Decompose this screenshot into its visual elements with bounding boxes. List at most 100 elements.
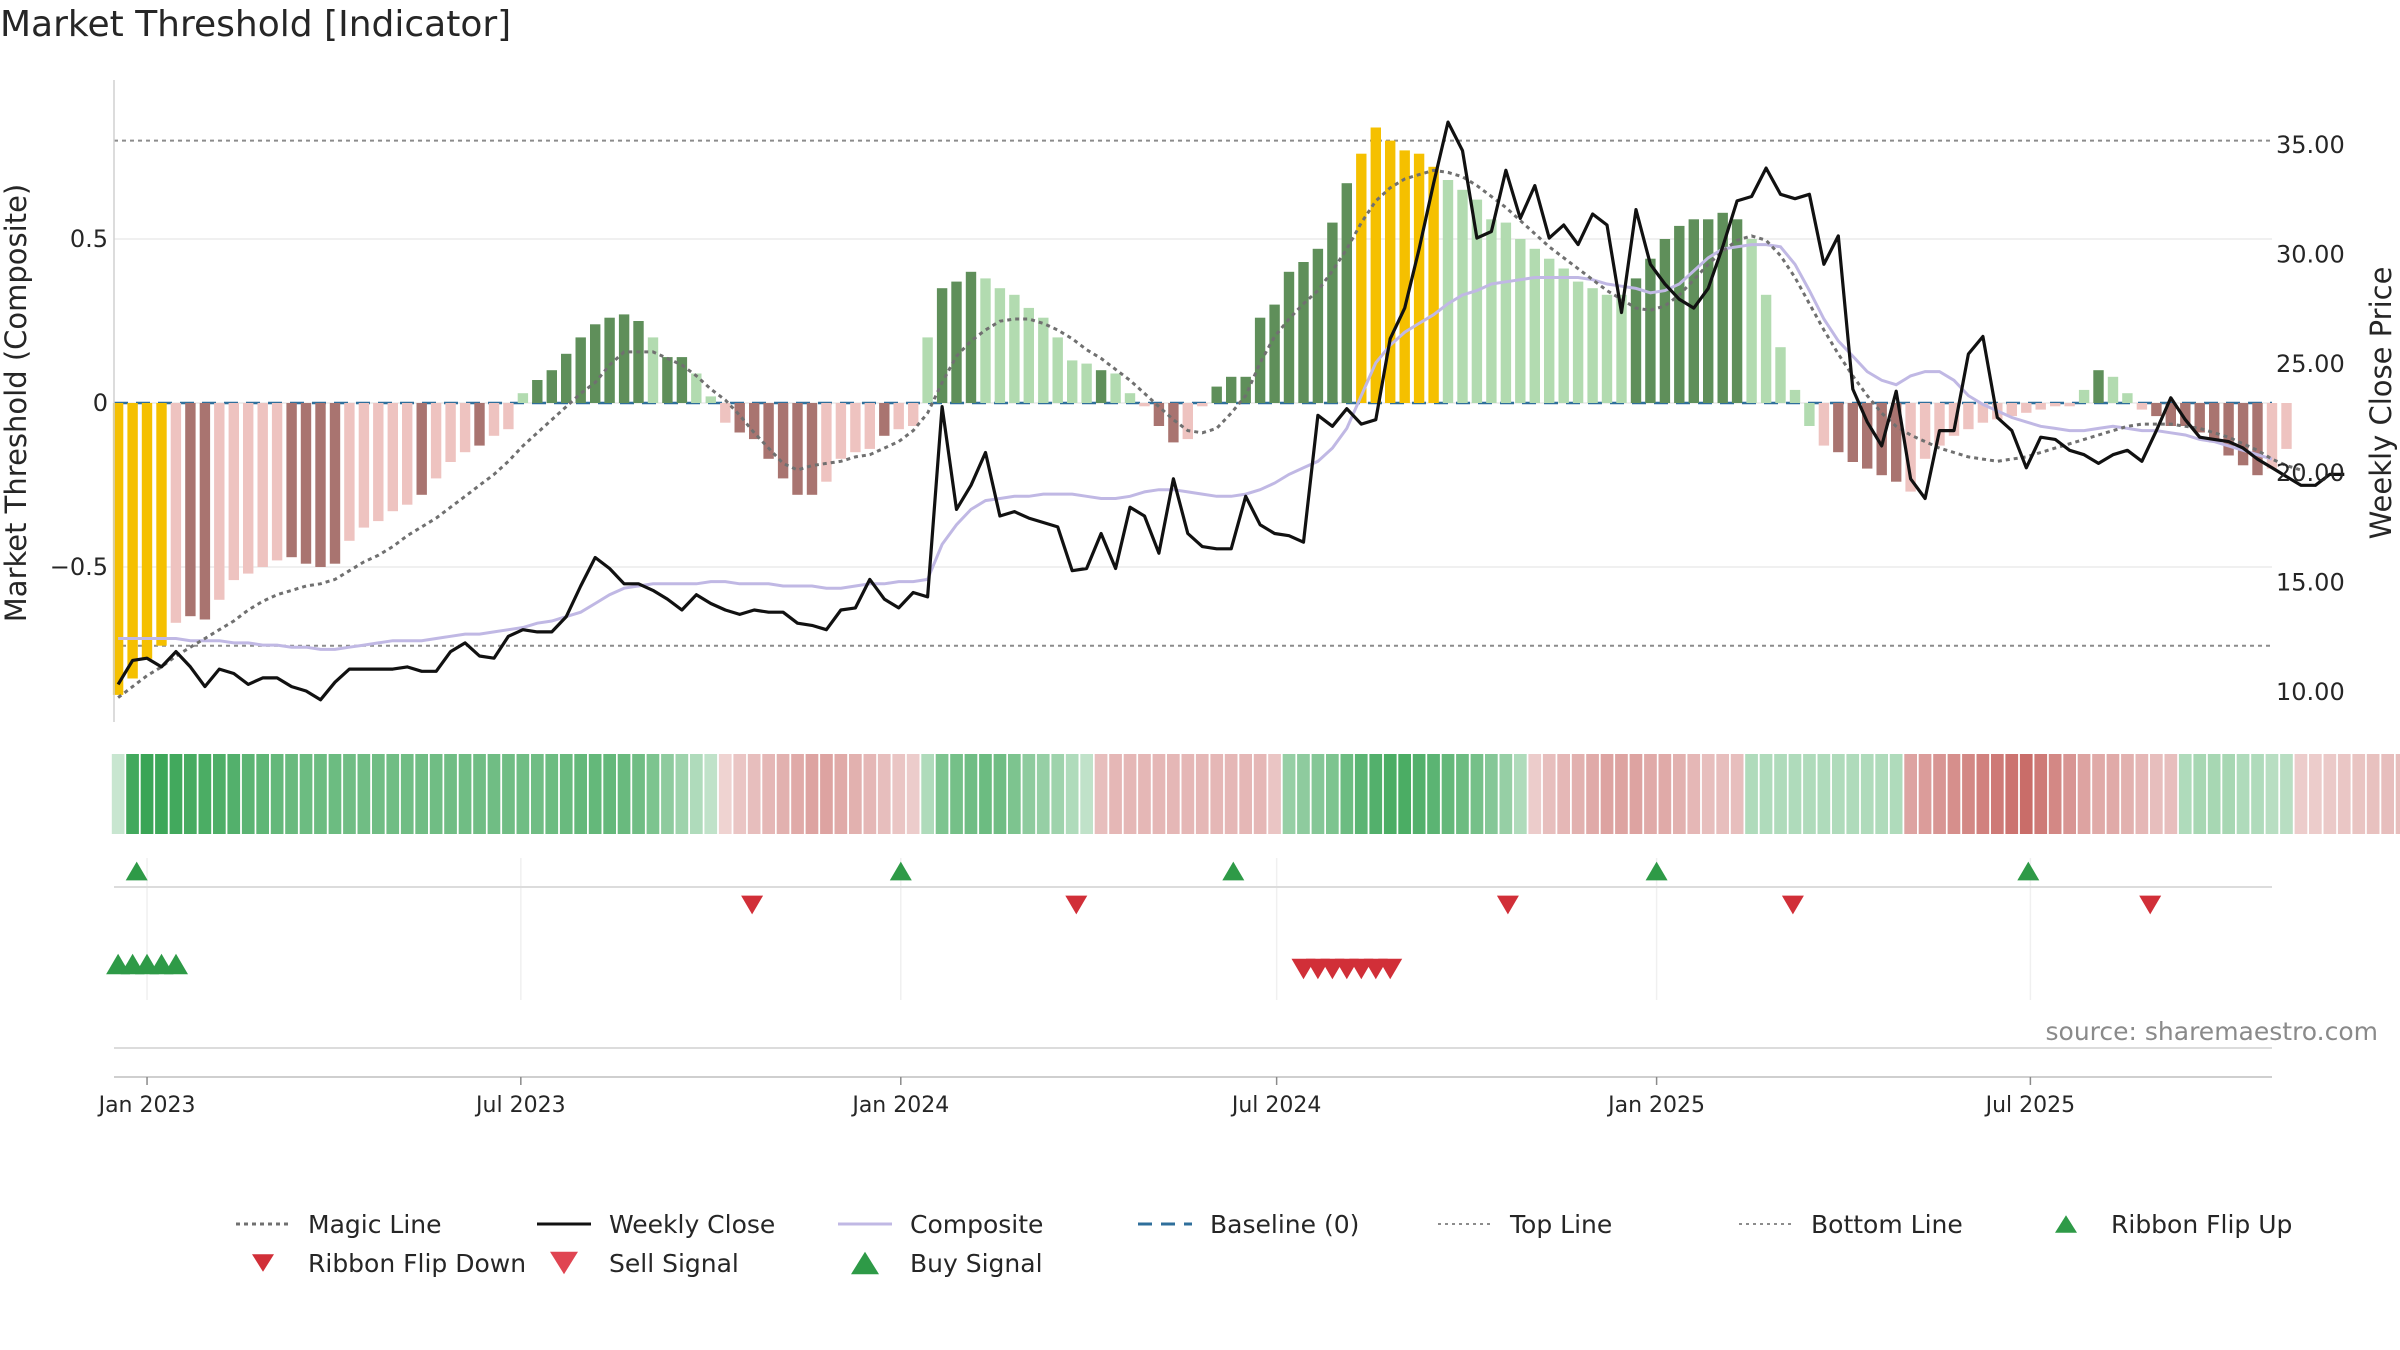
composite-bar: [1703, 219, 1714, 403]
ribbon-cell: [1065, 754, 1079, 834]
ribbon-cell: [386, 754, 400, 834]
composite-bar: [835, 403, 847, 459]
composite-bar: [2093, 370, 2104, 403]
ribbon-cell: [2207, 754, 2221, 834]
ribbon-cell: [1788, 754, 1802, 834]
ribbon-cell: [559, 754, 573, 834]
composite-bar: [965, 271, 977, 403]
composite-bar: [1948, 403, 1960, 436]
ribbon-cell: [1759, 754, 1773, 834]
composite-bar: [2078, 389, 2090, 403]
legend-item: Sell Signal: [550, 1249, 739, 1278]
composite-bar: [676, 357, 688, 403]
legend-label: Baseline (0): [1210, 1210, 1359, 1239]
ribbon-cell: [1774, 754, 1787, 834]
composite-bar: [1891, 403, 1902, 482]
ribbon-cell: [979, 754, 992, 834]
legend-swatch: [252, 1254, 274, 1272]
composite-bar: [1038, 317, 1049, 403]
ribbon-cell: [1326, 754, 1339, 834]
ribbon-cell: [950, 754, 963, 834]
ribbon-cell: [2381, 754, 2394, 834]
ribbon-cell: [1008, 754, 1021, 834]
composite-bar: [416, 403, 427, 495]
composite-bar: [474, 403, 485, 446]
composite-bar: [503, 403, 514, 430]
legend-label: Bottom Line: [1811, 1210, 1963, 1239]
ribbon-cell: [1687, 754, 1701, 834]
ribbon-cell: [1716, 754, 1729, 834]
composite-bar: [1153, 403, 1165, 426]
ribbon-flip-up-marker: [889, 861, 912, 881]
ribbon-cell: [704, 754, 718, 834]
composite-bar: [1124, 393, 1136, 403]
ribbon-cell: [2309, 754, 2322, 834]
composite-bar: [662, 357, 673, 403]
composite-bar: [1428, 166, 1439, 403]
legend-item: Ribbon Flip Down: [252, 1249, 526, 1278]
composite-bar: [2035, 403, 2046, 410]
right-tick-label: 25.00: [2276, 350, 2345, 378]
right-tick-label: 30.00: [2276, 240, 2345, 268]
composite-bar: [1110, 373, 1121, 403]
ribbon-cell: [1846, 754, 1860, 834]
ribbon-cell: [2063, 754, 2076, 834]
legend-item: Composite: [838, 1210, 1043, 1239]
right-tick-label: 35.00: [2276, 131, 2345, 159]
ribbon-cell: [155, 754, 168, 834]
composite-bar: [1905, 403, 1916, 492]
legend-label: Ribbon Flip Down: [308, 1249, 526, 1278]
x-tick-label: Jul 2025: [1984, 1093, 2076, 1118]
ribbon-flip-down-marker: [1065, 895, 1088, 915]
x-tick-label: Jan 2025: [1606, 1093, 1705, 1118]
legend-item: Buy Signal: [851, 1249, 1043, 1278]
ribbon-flip-up-marker: [1645, 861, 1668, 881]
composite-bar: [893, 403, 904, 430]
ribbon-cell: [2077, 754, 2091, 834]
ribbon-cell: [1080, 754, 1093, 834]
composite-bar: [271, 403, 283, 561]
ribbon-cell: [516, 754, 530, 834]
left-axis-label: Market Threshold (Composite): [0, 184, 33, 622]
ribbon-cell: [718, 754, 732, 834]
composite-bar: [1182, 403, 1193, 440]
ribbon-cell: [227, 754, 241, 834]
composite-bar: [1168, 403, 1179, 443]
ribbon-cell: [372, 754, 385, 834]
ribbon-cell: [646, 754, 660, 834]
ribbon-cell: [1557, 754, 1570, 834]
ribbon-cell: [314, 754, 327, 834]
ribbon-cell: [1904, 754, 1917, 834]
ribbon-cell: [357, 754, 371, 834]
ribbon-cell: [2251, 754, 2264, 834]
right-tick-label: 15.00: [2276, 569, 2345, 597]
ribbon-cell: [1253, 754, 1267, 834]
ribbon-cell: [964, 754, 978, 834]
composite-bar: [2107, 376, 2119, 403]
composite-bar: [994, 288, 1006, 403]
composite-line: [118, 243, 2273, 651]
legend-item: Ribbon Flip Up: [2055, 1210, 2292, 1239]
ribbon-cell: [1369, 754, 1383, 834]
legend: Magic Line Weekly Close Composite Baseline …: [236, 1210, 2292, 1278]
composite-bar: [777, 403, 789, 479]
ribbon-flip-down-marker: [1496, 895, 1519, 915]
composite-bar: [402, 403, 413, 505]
composite-bar: [286, 403, 297, 558]
ribbon-cell: [198, 754, 212, 834]
composite-bar: [517, 393, 529, 403]
x-tick-label: Jul 2024: [1230, 1093, 1322, 1118]
ribbon-cell: [863, 754, 877, 834]
legend-item: Magic Line: [236, 1210, 442, 1239]
ribbon-cell: [429, 754, 443, 834]
ribbon-cell: [1600, 754, 1614, 834]
composite-bar: [792, 403, 803, 495]
legend-label: Ribbon Flip Up: [2111, 1210, 2292, 1239]
ribbon-cell: [2337, 754, 2351, 834]
ribbon-cell: [1398, 754, 1411, 834]
x-tick-label: Jan 2023: [97, 1093, 196, 1118]
composite-bar: [749, 403, 760, 440]
right-tick-label: 10.00: [2276, 678, 2345, 706]
composite-bar: [344, 403, 355, 541]
legend-label: Magic Line: [308, 1210, 442, 1239]
